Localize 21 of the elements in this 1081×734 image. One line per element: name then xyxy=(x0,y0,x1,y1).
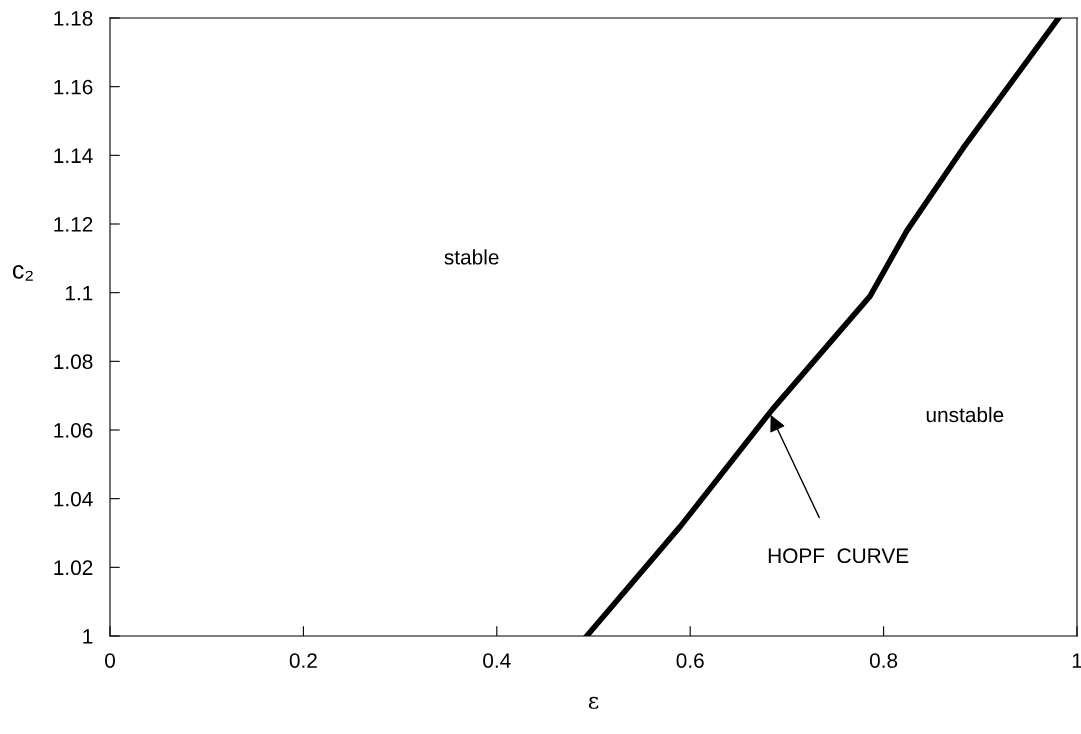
x-tick-label: 0 xyxy=(105,653,115,668)
x-tick-label: 1 xyxy=(1072,653,1081,668)
y-tick-label: 1.14 xyxy=(54,148,93,163)
x-tick-label: 0.4 xyxy=(483,653,511,668)
y-tick-label: 1.02 xyxy=(54,560,93,576)
y-tick-label: 1 xyxy=(83,629,93,644)
x-axis-title: ε xyxy=(588,696,599,709)
x-tick-label: 0.6 xyxy=(676,653,704,668)
annotation: unstable xyxy=(926,406,1004,423)
y-tick-label: 1.16 xyxy=(54,79,93,95)
y-tick-label: 1.1 xyxy=(65,285,93,301)
annotation: HOPF CURVE xyxy=(768,548,909,564)
annotation: stable xyxy=(444,249,499,265)
y-axis-title: c₂ xyxy=(12,265,33,281)
x-tick-label: 0.8 xyxy=(869,653,898,668)
y-tick-label: 1.12 xyxy=(54,217,93,232)
x-tick-label: 0.2 xyxy=(289,653,317,668)
y-tick-label: 1.08 xyxy=(54,354,93,370)
y-tick-label: 1.06 xyxy=(54,423,93,438)
y-tick-label: 1.18 xyxy=(54,11,93,26)
y-tick-label: 1.04 xyxy=(54,491,93,507)
